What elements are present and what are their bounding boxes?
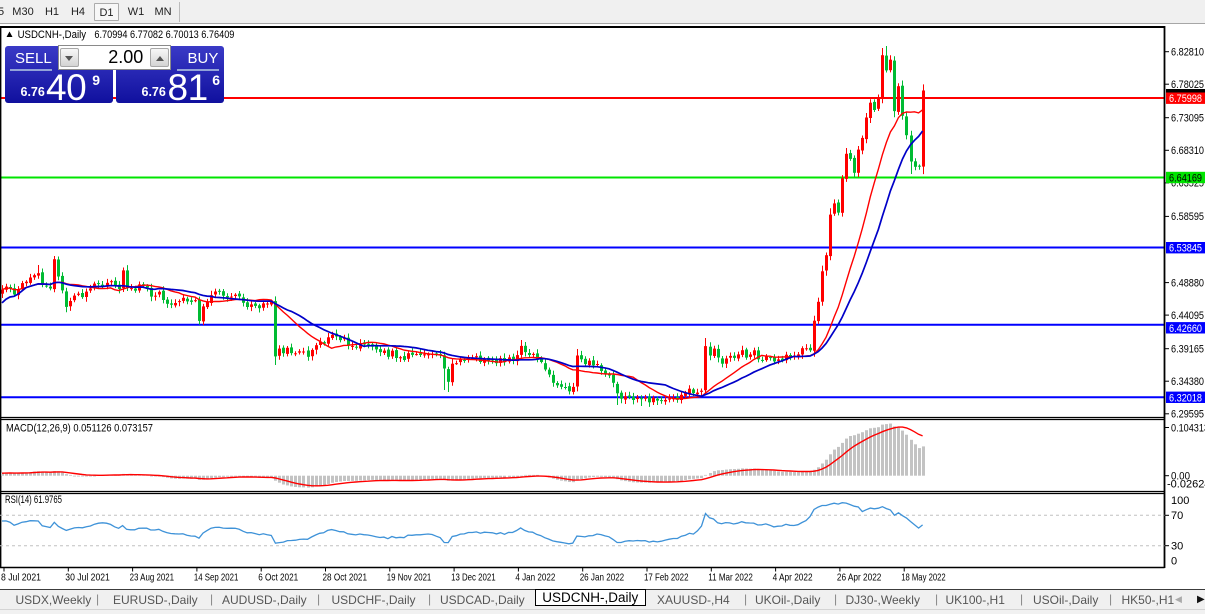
svg-text:17 Feb 2022: 17 Feb 2022 [644,572,689,584]
svg-text:28 Oct 2021: 28 Oct 2021 [323,572,368,584]
svg-text:8 Jul 2021: 8 Jul 2021 [1,572,41,584]
svg-text:18 May 2022: 18 May 2022 [901,572,946,584]
svg-text:4 Jan 2022: 4 Jan 2022 [515,572,555,584]
svg-text:26 Jan 2022: 26 Jan 2022 [580,572,625,584]
svg-text:6.73095: 6.73095 [1171,113,1204,125]
svg-text:4 Apr 2022: 4 Apr 2022 [773,572,813,584]
svg-text:70: 70 [1171,510,1183,522]
svg-text:6.32018: 6.32018 [1169,392,1202,404]
svg-text:6.75998: 6.75998 [1169,93,1202,105]
svg-text:6.44095: 6.44095 [1171,310,1204,322]
svg-text:6.39165: 6.39165 [1171,344,1204,356]
svg-text:6.42660: 6.42660 [1169,323,1202,335]
svg-text:23 Aug 2021: 23 Aug 2021 [130,572,175,584]
svg-text:6.29595: 6.29595 [1171,409,1204,421]
svg-text:0: 0 [1171,555,1177,567]
svg-text:30: 30 [1171,541,1183,553]
svg-text:6.82810: 6.82810 [1171,47,1204,59]
svg-text:6 Oct 2021: 6 Oct 2021 [258,572,298,584]
svg-text:6.68310: 6.68310 [1171,145,1204,157]
svg-text:13 Dec 2021: 13 Dec 2021 [451,572,496,584]
svg-text:11 Mar 2022: 11 Mar 2022 [708,572,753,584]
svg-text:6.64169: 6.64169 [1169,173,1202,185]
svg-text:6.70994 6.77082 6.70013 6.7640: 6.70994 6.77082 6.70013 6.76409 [94,29,234,41]
svg-text:100: 100 [1171,495,1189,507]
svg-text:14 Sep 2021: 14 Sep 2021 [194,572,239,584]
svg-text:30 Jul 2021: 30 Jul 2021 [65,572,110,584]
svg-text:6.78025: 6.78025 [1171,79,1204,91]
svg-text:-0.0262419: -0.0262419 [1167,478,1205,490]
svg-text:6.53845: 6.53845 [1169,243,1202,255]
svg-text:6.58595: 6.58595 [1171,211,1204,223]
svg-text:26 Apr 2022: 26 Apr 2022 [837,572,882,584]
svg-text:6.48880: 6.48880 [1171,277,1204,289]
svg-text:USDCNH-,Daily: USDCNH-,Daily [18,29,87,41]
svg-text:MACD(12,26,9) 0.051126 0.07315: MACD(12,26,9) 0.051126 0.073157 [6,423,153,435]
svg-text:0.104313: 0.104313 [1171,422,1205,434]
svg-text:6.34380: 6.34380 [1171,376,1204,388]
svg-text:19 Nov 2021: 19 Nov 2021 [387,572,432,584]
svg-text:RSI(14) 61.9765: RSI(14) 61.9765 [5,494,62,506]
svg-text:0.00: 0.00 [1171,471,1190,483]
